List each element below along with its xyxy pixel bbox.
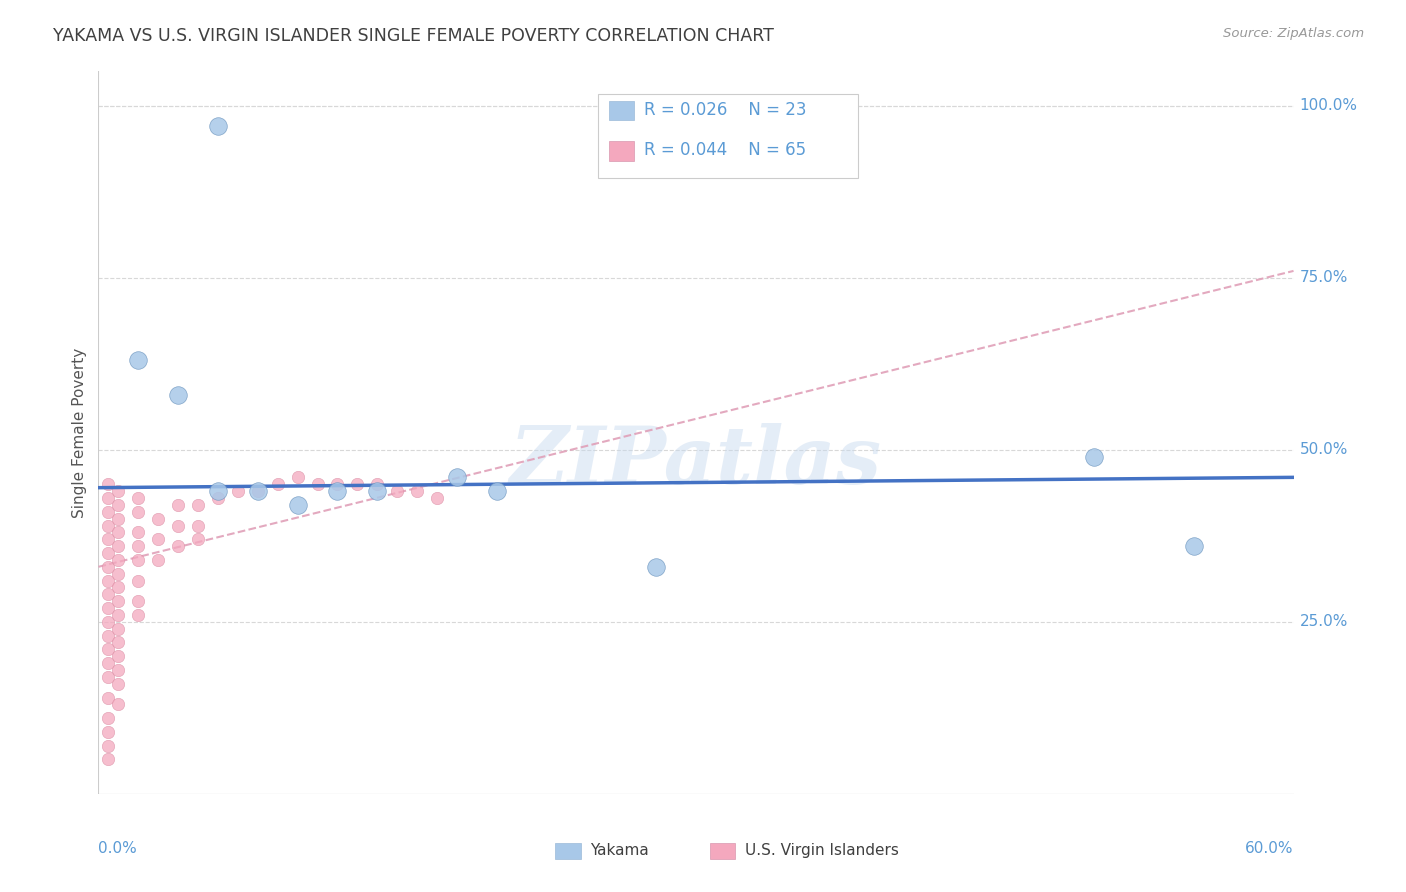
Point bbox=[97, 574, 120, 588]
Point bbox=[97, 615, 120, 629]
Point bbox=[97, 711, 120, 725]
Point bbox=[485, 484, 508, 499]
Point bbox=[207, 484, 229, 499]
Point bbox=[366, 484, 388, 499]
Point bbox=[287, 470, 309, 484]
Point bbox=[107, 663, 129, 677]
Text: 75.0%: 75.0% bbox=[1299, 270, 1348, 285]
Point bbox=[307, 477, 329, 491]
Text: 25.0%: 25.0% bbox=[1299, 615, 1348, 630]
Point bbox=[127, 594, 149, 608]
Point bbox=[167, 539, 190, 553]
Point bbox=[406, 484, 429, 499]
Point bbox=[127, 525, 149, 540]
Point bbox=[127, 353, 149, 368]
Point bbox=[207, 491, 229, 505]
Text: R = 0.044    N = 65: R = 0.044 N = 65 bbox=[644, 141, 806, 159]
Point bbox=[326, 484, 349, 499]
Point bbox=[97, 491, 120, 505]
Point bbox=[167, 388, 190, 402]
Point bbox=[148, 553, 170, 567]
Point bbox=[167, 518, 190, 533]
Point bbox=[107, 511, 129, 525]
Point bbox=[326, 477, 349, 491]
Text: 0.0%: 0.0% bbox=[98, 841, 138, 855]
Point bbox=[97, 690, 120, 705]
Point bbox=[107, 553, 129, 567]
Point bbox=[97, 670, 120, 684]
Point bbox=[107, 607, 129, 622]
Point bbox=[187, 518, 209, 533]
Point bbox=[107, 566, 129, 581]
Point bbox=[127, 491, 149, 505]
Point bbox=[226, 484, 249, 499]
Y-axis label: Single Female Poverty: Single Female Poverty bbox=[72, 348, 87, 517]
Point bbox=[127, 607, 149, 622]
Point bbox=[107, 539, 129, 553]
Point bbox=[97, 559, 120, 574]
Point bbox=[645, 559, 668, 574]
Point bbox=[97, 629, 120, 643]
Point bbox=[148, 533, 170, 547]
Point bbox=[127, 505, 149, 519]
Point bbox=[127, 539, 149, 553]
Text: 100.0%: 100.0% bbox=[1299, 98, 1358, 113]
Point bbox=[97, 546, 120, 560]
Point bbox=[207, 120, 229, 134]
Point bbox=[97, 739, 120, 753]
Point bbox=[366, 477, 388, 491]
Point bbox=[107, 581, 129, 595]
Point bbox=[97, 656, 120, 670]
Point bbox=[107, 677, 129, 691]
Point bbox=[246, 484, 269, 499]
Point bbox=[97, 518, 120, 533]
Point bbox=[246, 484, 269, 499]
Point bbox=[97, 752, 120, 766]
Text: R = 0.026    N = 23: R = 0.026 N = 23 bbox=[644, 101, 807, 119]
Point bbox=[97, 725, 120, 739]
Text: U.S. Virgin Islanders: U.S. Virgin Islanders bbox=[745, 844, 898, 858]
Point bbox=[107, 698, 129, 712]
Point bbox=[287, 498, 309, 512]
Point bbox=[148, 511, 170, 525]
Point bbox=[187, 498, 209, 512]
Point bbox=[385, 484, 409, 499]
Point bbox=[267, 477, 290, 491]
Point bbox=[107, 649, 129, 664]
Text: 50.0%: 50.0% bbox=[1299, 442, 1348, 458]
Point bbox=[187, 533, 209, 547]
Point bbox=[1182, 539, 1205, 553]
Point bbox=[97, 477, 120, 491]
Point bbox=[107, 525, 129, 540]
Point bbox=[97, 533, 120, 547]
Point bbox=[107, 498, 129, 512]
Point bbox=[127, 553, 149, 567]
Point bbox=[446, 470, 468, 484]
Point bbox=[97, 601, 120, 615]
Point bbox=[107, 594, 129, 608]
Text: Source: ZipAtlas.com: Source: ZipAtlas.com bbox=[1223, 27, 1364, 40]
Text: YAKAMA VS U.S. VIRGIN ISLANDER SINGLE FEMALE POVERTY CORRELATION CHART: YAKAMA VS U.S. VIRGIN ISLANDER SINGLE FE… bbox=[53, 27, 775, 45]
Text: Yakama: Yakama bbox=[591, 844, 650, 858]
Point bbox=[107, 484, 129, 499]
Text: ZIPatlas: ZIPatlas bbox=[510, 423, 882, 500]
Point bbox=[97, 505, 120, 519]
Point bbox=[97, 587, 120, 601]
Text: 60.0%: 60.0% bbox=[1246, 841, 1294, 855]
Point bbox=[426, 491, 449, 505]
Point bbox=[97, 642, 120, 657]
Point bbox=[346, 477, 368, 491]
Point bbox=[127, 574, 149, 588]
Point bbox=[107, 622, 129, 636]
Point bbox=[167, 498, 190, 512]
Point bbox=[1083, 450, 1105, 464]
Point bbox=[107, 635, 129, 649]
